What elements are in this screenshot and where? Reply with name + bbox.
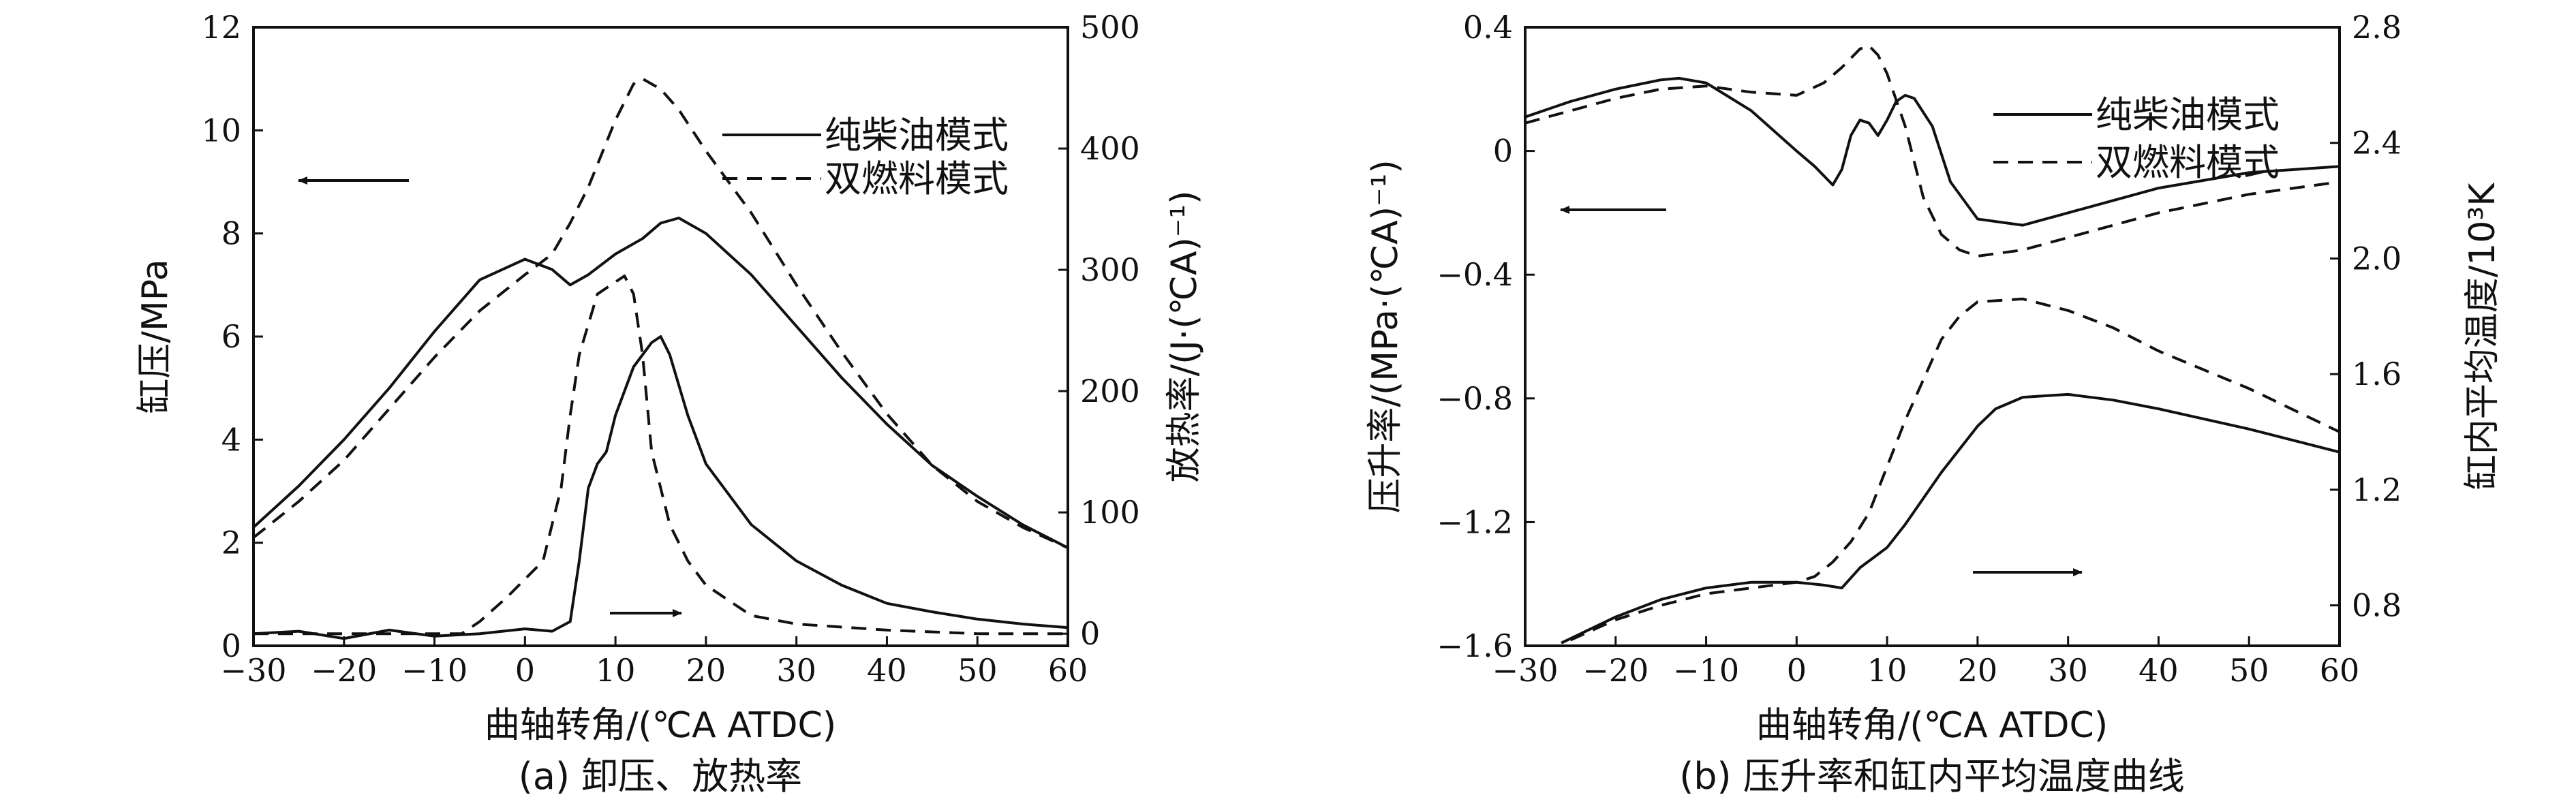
y2-tick-label: 1.2 <box>2352 471 2402 508</box>
x-tick-label: 50 <box>957 652 998 689</box>
x-tick-label: 0 <box>1787 652 1807 689</box>
y-tick-label: 0 <box>1493 133 1513 170</box>
x-tick-label: 30 <box>2048 652 2088 689</box>
chart-b-y2label: 缸内平均温度/10³K <box>2462 182 2503 490</box>
series-line-b-left-solid <box>1524 76 2340 227</box>
y-tick-label: −0.8 <box>1437 380 1513 417</box>
y2-tick-label: 200 <box>1080 373 1140 409</box>
series-line-a-left-solid <box>252 217 1069 549</box>
chart-a-xlabel: 曲轴转角/(℃A ATDC) <box>485 705 836 746</box>
series-line-b-left-dashed <box>1524 44 2340 258</box>
x-tick-label: −30 <box>1492 652 1558 689</box>
y2-tick-label: 2.8 <box>2352 9 2402 46</box>
y-tick-label: −1.6 <box>1437 627 1513 664</box>
series-line-a-right-dashed <box>254 275 1068 636</box>
y-tick-label: 0 <box>221 627 241 664</box>
y2-tick-label: 2.0 <box>2352 240 2402 277</box>
y2-tick-label: 100 <box>1080 494 1140 531</box>
y-tick-label: 6 <box>221 318 241 355</box>
x-tick-label: 60 <box>1048 652 1088 689</box>
y2-tick-label: 400 <box>1080 130 1140 167</box>
chart-a-ticks: −30 −20 −10 0 10 20 30 40 50 60024681012010020030… <box>201 9 1139 689</box>
y2-tick-label: 1.6 <box>2352 356 2402 392</box>
x-tick-label: −10 <box>1673 652 1739 689</box>
chart-b: −30 −20 −10 0 10 20 30 40 50 60 −1.6 −1.2 −0.8 −0.4 0 0… <box>1365 9 2503 798</box>
x-tick-label: −20 <box>311 652 377 689</box>
series-line-b-right-dashed <box>1569 297 2340 642</box>
chart-a-series <box>252 77 1069 640</box>
x-tick-label: 60 <box>2320 652 2360 689</box>
y-tick-label: 0.4 <box>1463 9 1513 46</box>
y2-tick-label: 0 <box>1080 615 1100 652</box>
series-line-b-right-solid <box>1561 392 2340 644</box>
chart-b-series <box>1524 44 2340 644</box>
y-tick-label: 4 <box>221 421 241 458</box>
x-tick-label: 50 <box>2229 652 2269 689</box>
legend-b-dashed-label: 双燃料模式 <box>2096 141 2280 184</box>
y2-tick-label: 0.8 <box>2352 587 2402 624</box>
chart-a-ylabel: 缸压/MPa <box>135 259 176 414</box>
y-tick-label: −0.4 <box>1437 256 1513 293</box>
chart-a: −30 −20 −10 0 10 20 30 40 50 60024681012010020030… <box>135 9 1205 798</box>
chart-b-ticks: −30 −20 −10 0 10 20 30 40 50 60 −1.6 −1.2 −0.8 −0.4 0 0… <box>1437 9 2402 689</box>
y2-tick-label: 300 <box>1080 251 1140 288</box>
plot-frame-b <box>1524 26 2341 647</box>
x-tick-label: −30 <box>220 652 286 689</box>
series-line-a-left-dashed <box>252 77 1069 550</box>
x-tick-label: 20 <box>686 652 726 689</box>
x-tick-label: −20 <box>1582 652 1649 689</box>
chart-b-caption: (b) 压升率和缸内平均温度曲线 <box>1679 755 2185 798</box>
y2-tick-label: 2.4 <box>2352 125 2402 161</box>
legend-a-dashed-label: 双燃料模式 <box>825 157 1009 200</box>
y-tick-label: 8 <box>221 215 241 252</box>
x-tick-label: −10 <box>401 652 467 689</box>
x-tick-label: 10 <box>1867 652 1907 689</box>
y-tick-label: 10 <box>201 112 241 149</box>
y-tick-label: −1.2 <box>1437 503 1513 540</box>
chart-b-xlabel: 曲轴转角/(℃A ATDC) <box>1756 705 2108 746</box>
y-tick-label: 2 <box>221 525 241 561</box>
x-tick-label: 20 <box>1958 652 1998 689</box>
y-tick-label: 12 <box>201 9 241 46</box>
legend-b-solid-label: 纯柴油模式 <box>2096 93 2280 136</box>
chart-a-caption: (a) 卸压、放热率 <box>519 755 802 798</box>
x-tick-label: 40 <box>867 652 907 689</box>
legend-a-solid-label: 纯柴油模式 <box>825 114 1009 157</box>
y2-tick-label: 500 <box>1080 9 1140 46</box>
x-tick-label: 30 <box>776 652 816 689</box>
x-tick-label: 10 <box>596 652 636 689</box>
chart-a-y2label: 放热率/(J·(℃A)⁻¹) <box>1164 191 1205 483</box>
chart-b-ylabel: 压升率/(MPa·(℃A)⁻¹) <box>1365 159 1406 513</box>
x-tick-label: 40 <box>2138 652 2179 689</box>
x-tick-label: 0 <box>515 652 535 689</box>
